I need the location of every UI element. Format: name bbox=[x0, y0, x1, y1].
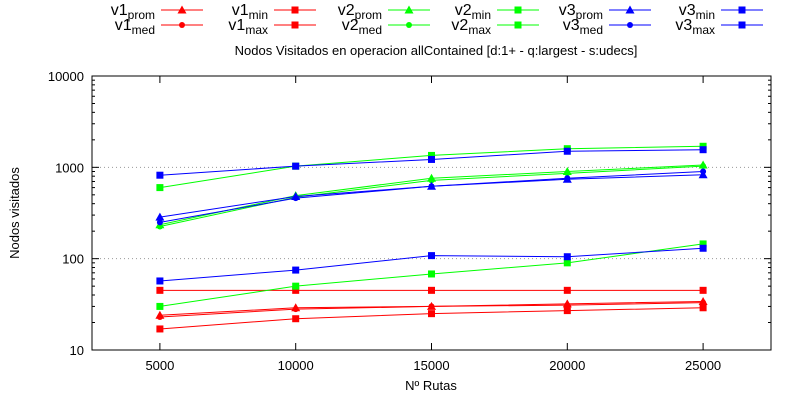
series-v3-med bbox=[156, 168, 707, 226]
legend-marker bbox=[738, 21, 746, 29]
data-point bbox=[292, 315, 300, 323]
data-point bbox=[428, 177, 435, 184]
series-layer bbox=[155, 142, 708, 333]
data-point bbox=[564, 302, 571, 309]
y-tick-label: 1000 bbox=[55, 160, 84, 175]
legend-label: v1med bbox=[115, 17, 155, 37]
legend-label: v3med bbox=[563, 17, 603, 37]
x-tick-label: 25000 bbox=[685, 358, 721, 373]
data-point bbox=[699, 304, 707, 312]
data-point bbox=[156, 219, 163, 226]
legend-marker bbox=[738, 6, 746, 14]
legend-marker bbox=[404, 5, 414, 14]
legend-label: v3min bbox=[679, 2, 715, 22]
legend-label: v1min bbox=[232, 2, 268, 22]
y-tick-label: 10000 bbox=[48, 69, 84, 84]
data-point bbox=[428, 303, 435, 310]
data-point bbox=[700, 299, 707, 306]
series-v2-med bbox=[156, 163, 707, 230]
data-point bbox=[156, 223, 163, 230]
x-tick-label: 5000 bbox=[145, 358, 174, 373]
data-point bbox=[292, 282, 300, 290]
legend-marker bbox=[406, 22, 412, 28]
data-point bbox=[156, 277, 164, 285]
data-point bbox=[563, 147, 571, 155]
data-point bbox=[156, 184, 164, 192]
y-axis-label: Nodos visitados bbox=[7, 167, 22, 259]
data-point bbox=[699, 240, 707, 248]
series-v3-max bbox=[156, 146, 707, 179]
legend-label: v2max bbox=[451, 17, 491, 37]
data-point bbox=[699, 244, 707, 252]
x-axis-label: Nº Rutas bbox=[405, 378, 457, 393]
data-point bbox=[292, 266, 300, 274]
legend-label: v2min bbox=[455, 2, 491, 22]
legend-label: v3max bbox=[675, 17, 715, 37]
data-point bbox=[428, 310, 435, 318]
data-point bbox=[563, 253, 571, 261]
data-point bbox=[155, 212, 165, 221]
data-point bbox=[700, 163, 707, 170]
data-point bbox=[699, 146, 707, 154]
legend-marker bbox=[514, 21, 522, 29]
data-point bbox=[428, 155, 435, 163]
data-point bbox=[156, 171, 164, 179]
series-v3-min bbox=[156, 244, 707, 285]
series-v1-min bbox=[156, 304, 707, 333]
data-point bbox=[156, 313, 163, 320]
data-point bbox=[292, 162, 300, 170]
data-point bbox=[699, 286, 707, 294]
x-tick-label: 20000 bbox=[549, 358, 585, 373]
legend-marker bbox=[625, 5, 635, 14]
data-point bbox=[564, 175, 571, 182]
legend-label: v1prom bbox=[111, 2, 155, 22]
x-tick-label: 10000 bbox=[278, 358, 314, 373]
series-v2-min bbox=[156, 240, 707, 310]
data-point bbox=[156, 286, 164, 294]
legend-marker bbox=[514, 6, 522, 14]
data-point bbox=[563, 259, 571, 267]
data-point bbox=[428, 270, 435, 278]
legend-marker bbox=[291, 21, 299, 29]
legend-label: v1max bbox=[228, 17, 268, 37]
data-point bbox=[428, 286, 435, 294]
chart-title: Nodos Visitados en operacion allContaine… bbox=[235, 43, 638, 58]
series-v1-max bbox=[156, 286, 707, 294]
axis-ticks: 10 100 1000 10000 5000 10000 15000 20000 25000 bbox=[48, 69, 771, 373]
data-point bbox=[428, 183, 435, 190]
data-point bbox=[156, 325, 164, 333]
legend-label: v3prom bbox=[559, 2, 603, 22]
data-point bbox=[563, 307, 571, 315]
data-point bbox=[292, 286, 300, 294]
legend-marker bbox=[179, 22, 185, 28]
y-tick-label: 100 bbox=[62, 252, 84, 267]
legend-marker bbox=[627, 22, 633, 28]
legend-label: v2prom bbox=[338, 2, 382, 22]
data-point bbox=[292, 306, 299, 313]
y-tick-label: 10 bbox=[70, 343, 84, 358]
data-point bbox=[292, 195, 299, 202]
data-point bbox=[428, 252, 435, 260]
legend-marker bbox=[177, 5, 187, 14]
data-point bbox=[700, 168, 707, 175]
x-tick-label: 15000 bbox=[413, 358, 449, 373]
data-point bbox=[563, 286, 571, 294]
legend-marker bbox=[291, 6, 299, 14]
series-v1-med bbox=[156, 299, 707, 320]
legend-label: v2med bbox=[342, 17, 382, 37]
data-point bbox=[428, 151, 435, 159]
data-point bbox=[564, 170, 571, 177]
data-point bbox=[156, 302, 164, 310]
